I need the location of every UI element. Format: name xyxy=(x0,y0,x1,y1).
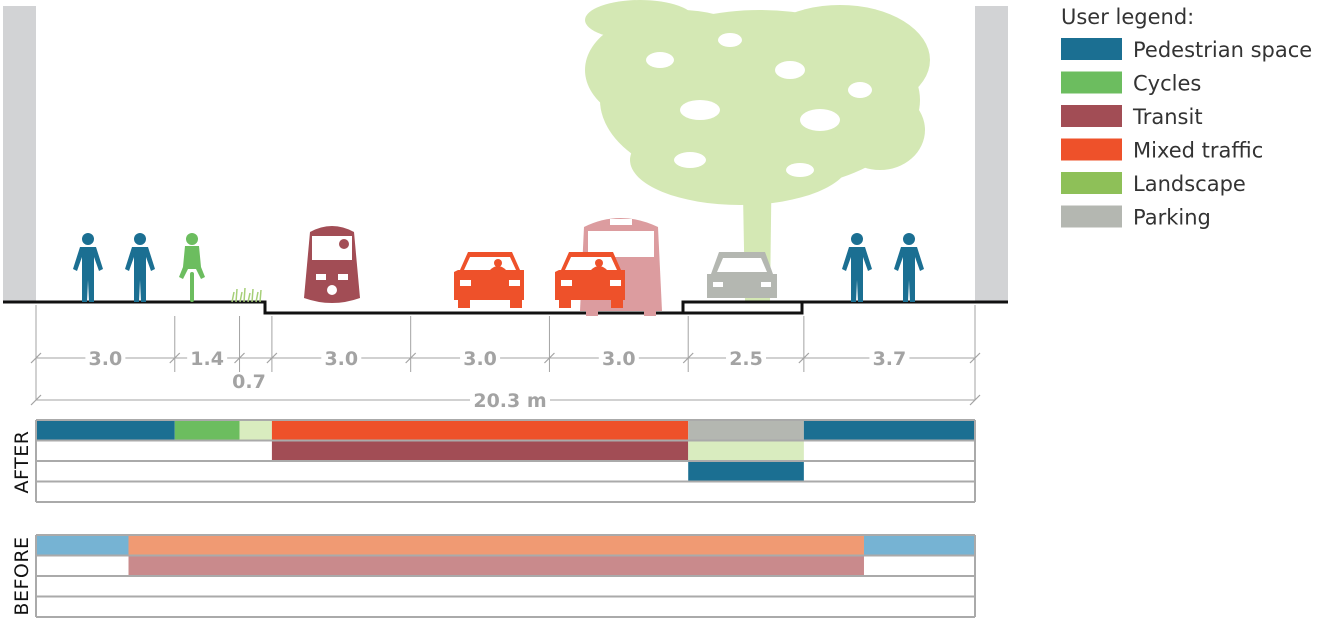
cyclist-icon xyxy=(179,233,205,302)
usage-bar xyxy=(271,440,689,461)
after-usage-grid xyxy=(35,419,976,503)
car-icon xyxy=(555,252,625,308)
dimension-label: 3.0 xyxy=(463,348,497,370)
legend-label-parking: Parking xyxy=(1133,206,1211,230)
grass-icon xyxy=(231,287,262,303)
legend-title: User legend: xyxy=(1061,5,1194,29)
tram-icon xyxy=(304,226,360,303)
usage-bar xyxy=(239,420,272,441)
legend-swatch-pedestrian xyxy=(1061,38,1122,60)
usage-bar xyxy=(128,535,864,556)
legend-label-landscape: Landscape xyxy=(1133,172,1246,196)
car-icon xyxy=(454,252,524,308)
usage-bar xyxy=(36,420,175,441)
legend-swatch-parking xyxy=(1061,205,1122,228)
after-label: AFTER xyxy=(11,431,33,494)
parked-car-icon xyxy=(707,252,777,298)
building-right xyxy=(975,6,1008,303)
legend-swatch-mixed xyxy=(1061,138,1122,161)
legend-swatch-landscape xyxy=(1061,172,1122,194)
usage-bar xyxy=(271,420,689,441)
pedestrian-icon xyxy=(842,233,872,302)
legend-swatch-transit xyxy=(1061,105,1122,127)
legend-label-cycles: Cycles xyxy=(1133,72,1201,96)
before-label: BEFORE xyxy=(11,536,33,615)
legend: Pedestrian space Cycles Transit Mixed traff… xyxy=(1061,38,1312,230)
dimension-label: 2.5 xyxy=(729,348,763,370)
building-left xyxy=(3,6,36,303)
ground-profile xyxy=(3,300,1008,315)
dimension-label: 3.0 xyxy=(324,348,358,370)
usage-bar xyxy=(803,420,975,441)
legend-label-mixed: Mixed traffic xyxy=(1133,139,1263,163)
legend-label-transit: Transit xyxy=(1132,105,1203,129)
pedestrian-icon xyxy=(894,233,924,302)
dimension-label: 1.4 xyxy=(190,348,224,370)
legend-swatch-cycles xyxy=(1061,71,1122,94)
dimension-label: 3.7 xyxy=(873,348,907,370)
usage-bar xyxy=(688,420,804,441)
pedestrian-icon xyxy=(125,233,155,302)
dimension-lines: 3.0 1.4 3.0 3.0 3.0 2.5 3.7 xyxy=(30,305,981,406)
dimension-label: 3.0 xyxy=(602,348,636,370)
dimension-total-label: 20.3 m xyxy=(473,390,546,412)
usage-bar xyxy=(863,535,975,556)
pedestrian-icon xyxy=(73,233,103,302)
usage-bar xyxy=(688,440,804,461)
dimension-label: 3.0 xyxy=(89,348,123,370)
usage-bar xyxy=(36,535,129,556)
usage-bar xyxy=(174,420,240,441)
before-usage-grid xyxy=(35,534,976,618)
dimension-landscape-label: 0.7 xyxy=(232,371,266,393)
usage-bar xyxy=(128,555,864,576)
usage-bar xyxy=(688,461,804,482)
legend-label-pedestrian: Pedestrian space xyxy=(1133,38,1312,62)
